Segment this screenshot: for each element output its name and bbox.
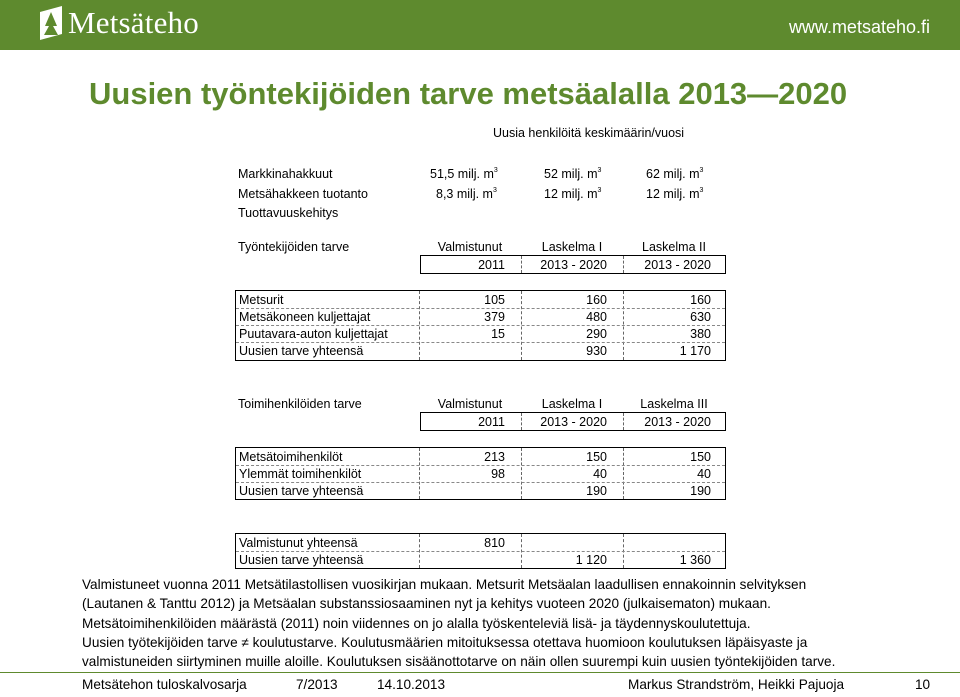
notes-text: Valmistuneet vuonna 2011 Metsätilastolli… [82,575,932,671]
tree-logo-icon [40,6,62,40]
column-divider [419,448,420,499]
cell-value: 379 [484,310,505,324]
column-header: Valmistunut [437,397,503,411]
cell-value: 630 [690,310,711,324]
row-divider [236,308,725,309]
cell-value: 190 [690,484,711,498]
assumption-label: Markkinahakkuut [238,167,333,181]
footer-authors: Markus Strandström, Heikki Pajuoja [628,677,845,692]
row-label: Uusien tarve yhteensä [239,344,364,358]
footer-divider [0,672,960,673]
assumption-value: 51,5 milj. m3 [430,167,498,181]
row-label: Puutavara-auton kuljettajat [239,327,388,341]
row-divider [236,325,725,326]
column-header: Laskelma I [541,397,603,411]
row-divider [236,482,725,483]
column-header: Valmistunut [437,240,503,254]
assumption-label: Metsähakkeen tuotanto [238,187,368,201]
row-divider [236,465,725,466]
officials-table [235,447,726,500]
footer-date: 14.10.2013 [377,677,446,692]
logo-text: Metsäteho [68,5,199,40]
assumption-value: 12 milj. m3 [646,187,704,201]
website-url[interactable]: www.metsateho.fi [788,17,930,37]
column-divider [623,448,624,499]
assumption-value: 12 milj. m3 [544,187,602,201]
workers-table [235,290,726,361]
column-header: Laskelma II [642,240,706,254]
year-cell: 2013 - 2020 [644,415,711,429]
year-header-box [420,412,726,431]
cell-value: 480 [586,310,607,324]
note-line: Metsätoimihenkilöiden määrästä (2011) no… [82,615,751,631]
note-line: Uusien työtekijöiden tarve ≠ koulutustar… [82,634,808,650]
cell-value: 40 [697,467,711,481]
note-line: (Lautanen & Tanttu 2012) ja Metsäalan su… [82,596,771,612]
year-cell: 2011 [478,415,505,429]
cell-value: 1 170 [679,344,711,358]
cell-value: 105 [484,293,505,307]
row-divider [236,342,725,343]
column-divider [623,413,624,430]
cell-value: 40 [593,467,607,481]
column-divider [521,413,522,430]
cell-value: 213 [484,450,505,464]
note-line: valmistuneiden siirtyminen muille aloill… [82,654,836,670]
cell-value: 190 [586,484,607,498]
section-header: Työntekijöiden tarve [238,240,350,254]
year-cell: 2013 - 2020 [644,258,711,272]
cell-value: 160 [690,293,711,307]
row-label: Metsurit [239,293,284,307]
page-title: Uusien työntekijöiden tarve metsäalalla … [89,76,848,111]
year-cell: 2011 [478,258,505,272]
year-cell: 2013 - 2020 [540,415,607,429]
cell-value: 290 [586,327,607,341]
assumption-value: 8,3 milj. m3 [436,187,497,201]
header-bar: Metsäteho www.metsateho.fi [0,0,960,50]
assumption-label: Tuottavuuskehitys [238,206,339,220]
column-divider [623,256,624,273]
row-divider [236,551,725,552]
row-label: Valmistunut yhteensä [239,536,358,550]
year-cell: 2013 - 2020 [540,258,607,272]
footer-number: 7/2013 [296,677,338,692]
row-label: Uusien tarve yhteensä [239,553,364,567]
cell-value: 930 [586,344,607,358]
table-caption: Uusia henkilöitä keskimäärin/vuosi [493,126,685,140]
cell-value: 150 [690,450,711,464]
cell-value: 98 [491,467,505,481]
cell-value: 150 [586,450,607,464]
cell-value: 160 [586,293,607,307]
column-header: Laskelma I [541,240,603,254]
assumption-value: 62 milj. m3 [646,167,704,181]
column-divider [521,256,522,273]
assumption-value: 52 milj. m3 [544,167,602,181]
year-header-box [420,255,726,274]
cell-value: 1 360 [679,553,711,567]
logo[interactable]: Metsäteho [38,3,199,43]
row-label: Metsätoimihenkilöt [239,450,343,464]
note-line: Valmistuneet vuonna 2011 Metsätilastolli… [82,577,807,592]
page-number: 10 [915,677,931,692]
row-label: Ylemmät toimihenkilöt [239,467,362,481]
cell-value: 810 [484,536,505,550]
row-label: Metsäkoneen kuljettajat [239,310,371,324]
column-divider [521,448,522,499]
section-header: Toimihenkilöiden tarve [238,397,362,411]
cell-value: 15 [491,327,505,341]
row-label: Uusien tarve yhteensä [239,484,364,498]
column-header: Laskelma III [640,397,708,411]
footer-series: Metsätehon tuloskalvosarja [82,677,247,692]
cell-value: 1 120 [575,553,607,567]
totals-table [235,533,726,569]
cell-value: 380 [690,327,711,341]
